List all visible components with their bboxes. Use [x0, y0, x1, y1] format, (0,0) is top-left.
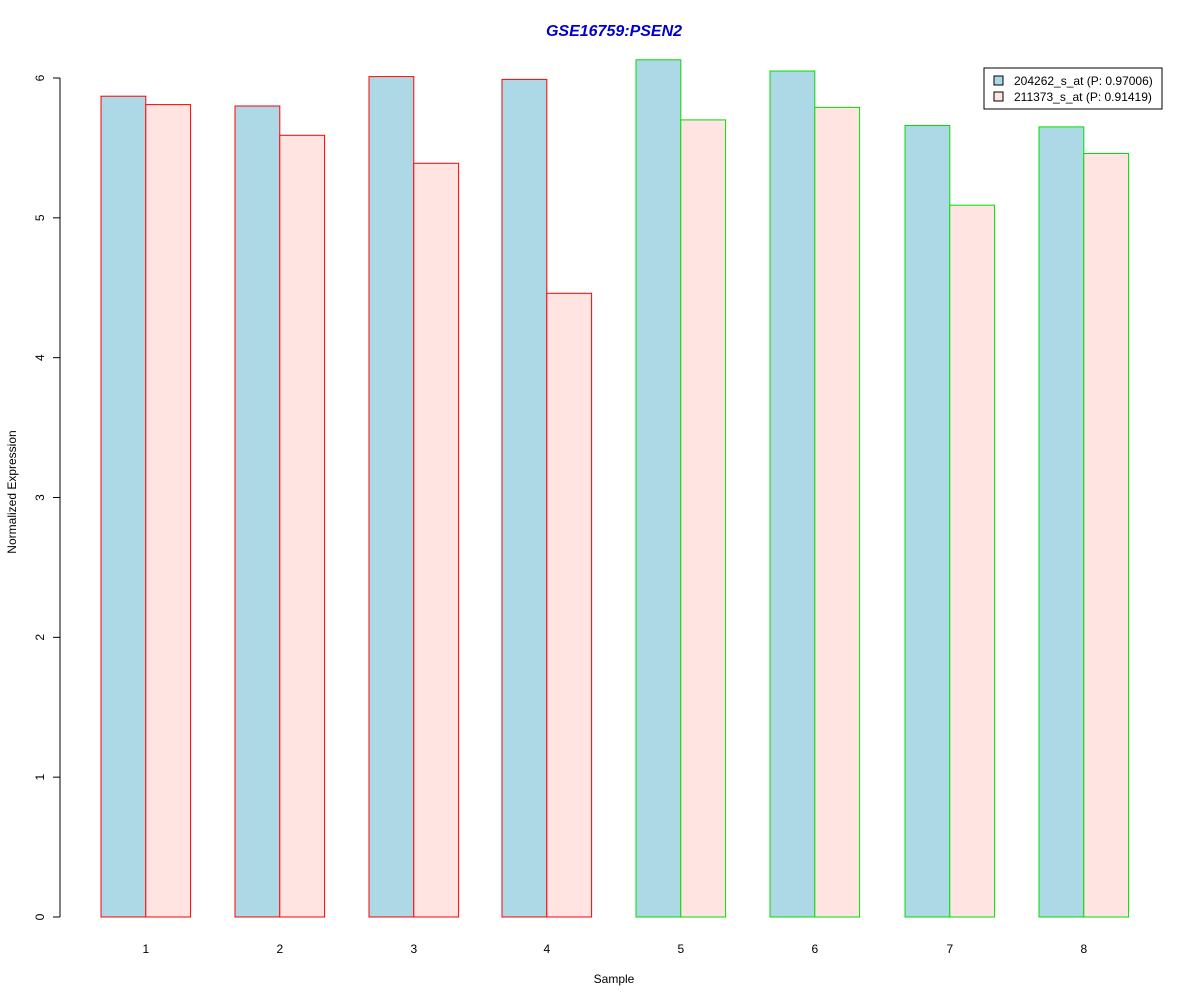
x-tick-label-8: 8 [1080, 942, 1087, 956]
legend-swatch-211373 [993, 91, 1004, 102]
y-tick-label: 5 [33, 214, 47, 221]
y-tick-label: 6 [33, 74, 47, 81]
bar-sample-6-series-2 [814, 106, 861, 918]
bar-sample-3-series-1 [368, 76, 415, 918]
bar-sample-4-series-1 [501, 78, 548, 918]
bar-sample-1-series-2 [145, 104, 192, 918]
x-tick-labels: 1 2 3 4 5 6 7 8 [142, 942, 1087, 956]
bar-sample-6-series-1 [769, 70, 816, 918]
y-tick-label: 2 [33, 634, 47, 641]
x-tick-label-7: 7 [946, 942, 953, 956]
bar-sample-7-series-1 [904, 125, 951, 918]
x-axis-label: Sample [594, 972, 635, 986]
bar-sample-3-series-2 [413, 162, 460, 918]
legend-label-204262: 204262_s_at (P: 0.97006) [1014, 74, 1153, 88]
chart-title: GSE16759:PSEN2 [546, 23, 682, 40]
bar-sample-2-series-1 [234, 105, 281, 918]
bar-sample-8-series-2 [1083, 153, 1130, 918]
bars-group [100, 59, 1130, 918]
x-tick-label-1: 1 [142, 942, 149, 956]
bar-sample-8-series-1 [1038, 126, 1085, 918]
x-tick-label-3: 3 [410, 942, 417, 956]
legend-label-211373: 211373_s_at (P: 0.91419) [1014, 90, 1152, 104]
y-tick-label: 4 [33, 354, 47, 361]
y-axis: 0 1 2 3 4 5 6 [33, 74, 61, 920]
y-axis-label: Normalized Expression [5, 430, 19, 553]
x-tick-label-4: 4 [543, 942, 550, 956]
legend-swatch-204262 [993, 75, 1004, 86]
x-tick-label-2: 2 [276, 942, 283, 956]
bar-sample-5-series-2 [680, 119, 727, 918]
bar-sample-1-series-1 [100, 95, 147, 918]
y-tick-label: 0 [33, 913, 47, 920]
y-tick-label: 3 [33, 494, 47, 501]
bar-sample-7-series-2 [949, 204, 996, 918]
x-tick-label-5: 5 [677, 942, 684, 956]
legend: 204262_s_at (P: 0.97006) 211373_s_at (P:… [983, 67, 1163, 110]
x-tick-label-6: 6 [811, 942, 818, 956]
y-tick-label: 1 [33, 774, 47, 781]
bar-sample-5-series-1 [635, 59, 682, 918]
bar-sample-4-series-2 [546, 292, 593, 918]
legend-box [983, 67, 1163, 110]
bar-sample-2-series-2 [279, 134, 326, 918]
